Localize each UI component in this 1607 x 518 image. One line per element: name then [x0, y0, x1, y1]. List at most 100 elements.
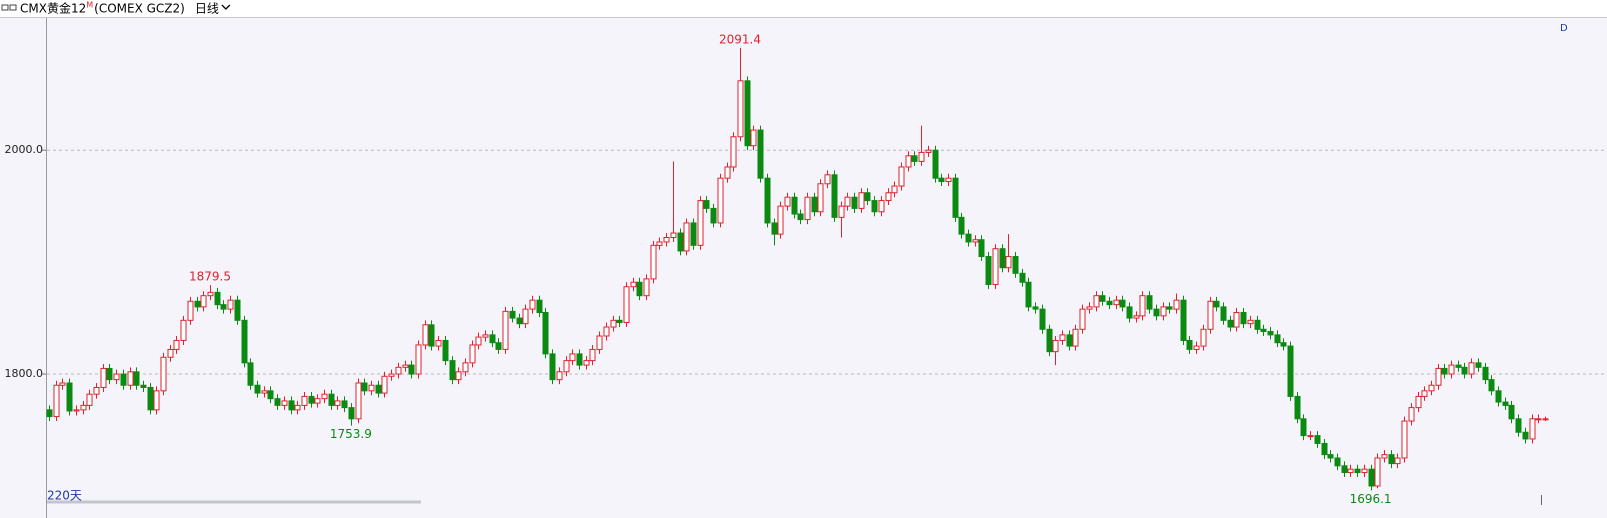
- candle-body: [341, 400, 348, 409]
- candle-body: [1019, 272, 1026, 283]
- candle-body: [261, 390, 268, 394]
- candle-body: [355, 382, 362, 420]
- candle-body: [576, 353, 583, 366]
- candle-body: [1415, 395, 1422, 409]
- corner-label: D: [1560, 23, 1568, 34]
- candle-body: [1267, 331, 1274, 336]
- candle-body: [636, 281, 643, 297]
- candle-body: [1280, 342, 1287, 347]
- candle-body: [549, 353, 556, 381]
- candle-body: [59, 382, 66, 386]
- candle-body: [932, 149, 939, 179]
- icon: [1, 4, 9, 11]
- candle-body: [536, 299, 543, 313]
- candle-body: [918, 151, 925, 162]
- candle-body: [1274, 334, 1281, 344]
- price-annotation: 1879.5: [189, 270, 231, 284]
- candle-body: [683, 222, 690, 252]
- candle-body: [1139, 295, 1146, 317]
- candle-body: [1461, 366, 1468, 375]
- candle-body: [449, 360, 456, 381]
- candle-body: [1287, 345, 1294, 397]
- candle-body: [1401, 420, 1408, 459]
- footer-label: 220天: [47, 489, 82, 503]
- candle-body: [610, 319, 617, 328]
- candle-body: [1502, 401, 1509, 406]
- candle-body: [643, 278, 650, 297]
- candle-body: [797, 213, 804, 221]
- candle-body: [274, 398, 281, 406]
- candle-body: [194, 300, 201, 308]
- candle-body: [1207, 300, 1214, 330]
- title-superscript: M: [86, 1, 93, 10]
- candle-body: [1314, 435, 1321, 444]
- candle-body: [328, 393, 335, 406]
- candle-body: [241, 319, 248, 364]
- icon: [9, 4, 17, 11]
- candle-body: [1488, 379, 1495, 392]
- candle-body: [153, 390, 160, 411]
- candle-body: [730, 136, 737, 168]
- candle-body: [348, 407, 355, 420]
- candle-body: [1166, 306, 1173, 310]
- candle-body: [999, 248, 1006, 269]
- candle-body: [1334, 457, 1341, 467]
- candle-body: [978, 239, 985, 258]
- candle-body: [1435, 367, 1442, 386]
- candle-body: [1294, 395, 1301, 420]
- candle-body: [710, 207, 717, 224]
- candle-body: [402, 364, 409, 368]
- candle-body: [1126, 306, 1133, 319]
- candle-body: [395, 366, 402, 375]
- candle-body: [529, 299, 536, 310]
- subtitle: (COMEX GCZ2): [94, 2, 185, 16]
- candle-body: [207, 291, 214, 297]
- candle-body: [1173, 299, 1180, 310]
- candle-body: [1408, 407, 1415, 422]
- candle-body: [1186, 339, 1193, 350]
- candle-body: [569, 353, 576, 362]
- candle-body: [1354, 468, 1361, 474]
- candle-body: [771, 222, 778, 235]
- candle-body: [891, 185, 898, 194]
- candle-body: [703, 200, 710, 209]
- candle-body: [375, 384, 382, 394]
- candle-body: [1032, 306, 1039, 310]
- candle-body: [811, 196, 818, 213]
- candle-body: [1005, 256, 1012, 269]
- candle-body: [804, 196, 811, 221]
- dropdown-chevron[interactable]: [221, 4, 231, 10]
- candle-body: [247, 362, 254, 386]
- candle-body: [1247, 319, 1254, 325]
- candle-body: [1381, 454, 1388, 459]
- candle-body: [1428, 384, 1435, 392]
- candle-body: [844, 196, 851, 207]
- candle-body: [1012, 256, 1019, 274]
- candle-body: [817, 183, 824, 213]
- price-annotation: 1753.9: [330, 427, 372, 441]
- candle-body: [281, 400, 288, 406]
- candle-body: [1119, 299, 1126, 308]
- candle-body: [784, 196, 791, 207]
- candle-body: [301, 395, 308, 406]
- candle-body: [911, 155, 918, 162]
- candle-body: [127, 371, 134, 386]
- candle-body: [958, 216, 965, 235]
- candle-body: [66, 382, 73, 412]
- period-selector[interactable]: 日线: [195, 2, 219, 16]
- header-bar: [0, 0, 1607, 17]
- candle-body: [435, 339, 442, 347]
- candle-body: [992, 248, 999, 286]
- candle-body: [563, 360, 570, 373]
- candle-body: [1482, 366, 1489, 381]
- candle-body: [1086, 306, 1093, 310]
- candle-body: [408, 364, 415, 375]
- candle-body: [1213, 300, 1220, 308]
- candle-body: [885, 192, 892, 202]
- candle-body: [905, 155, 912, 168]
- candle-body: [1072, 328, 1079, 347]
- candle-body: [180, 319, 187, 341]
- candle-body: [1300, 418, 1307, 437]
- candle-body: [1448, 364, 1455, 375]
